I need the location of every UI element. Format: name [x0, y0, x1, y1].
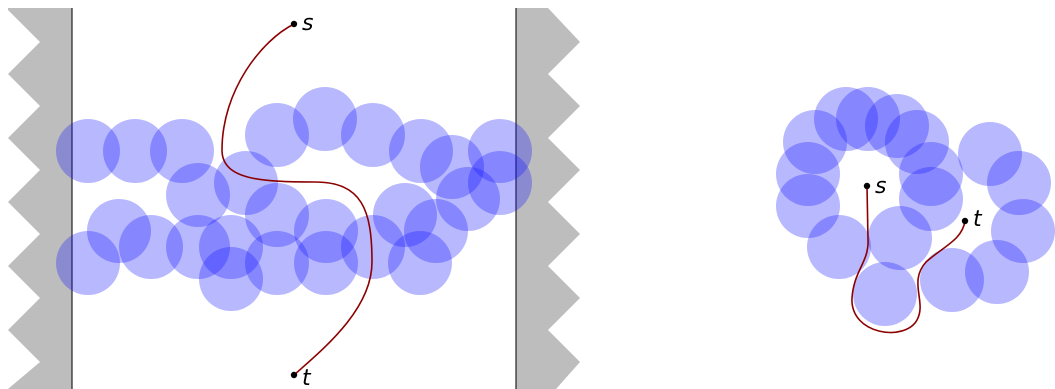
disk: [245, 183, 309, 247]
disk: [468, 151, 532, 215]
disk: [991, 199, 1055, 263]
disk: [853, 262, 917, 326]
right-end-point: [961, 217, 969, 225]
disk: [868, 206, 932, 270]
disk: [420, 135, 484, 199]
disk: [245, 231, 309, 295]
disk: [341, 103, 405, 167]
disk: [150, 119, 214, 183]
disk: [899, 167, 963, 231]
disk: [87, 199, 151, 263]
disk: [56, 231, 120, 295]
disk: [199, 247, 263, 311]
disk: [214, 151, 278, 215]
disk: [199, 215, 263, 279]
disk: [119, 215, 183, 279]
disk: [836, 87, 900, 151]
left-start-point: [290, 20, 298, 28]
disk: [293, 87, 357, 151]
disk: [373, 183, 437, 247]
left-disks: [56, 87, 532, 311]
left-wall: [8, 8, 73, 389]
disk: [776, 142, 840, 206]
disk: [404, 199, 468, 263]
right-start-label: s: [875, 174, 886, 199]
right-path: [851, 185, 966, 334]
right-end-label: t: [973, 207, 983, 232]
disk: [807, 215, 871, 279]
disk: [389, 119, 453, 183]
disk: [388, 231, 452, 295]
disk: [865, 94, 929, 158]
disk: [814, 87, 878, 151]
left-path: [221, 23, 373, 376]
disk: [56, 119, 120, 183]
disk: [103, 119, 167, 183]
disk: [468, 119, 532, 183]
disk: [245, 103, 309, 167]
right-wall: [515, 8, 580, 389]
disk: [776, 174, 840, 238]
disk: [341, 215, 405, 279]
disk: [920, 248, 984, 312]
disk: [899, 142, 963, 206]
disk: [294, 199, 358, 263]
disk: [783, 110, 847, 174]
right-panel: s t: [776, 87, 1055, 334]
disk: [987, 151, 1051, 215]
disk: [294, 231, 358, 295]
right-start-point: [863, 182, 871, 190]
right-disks: [776, 87, 1055, 326]
disk: [166, 215, 230, 279]
left-wall-sawtooth: [8, 8, 72, 389]
left-end-point: [290, 371, 298, 379]
disk: [958, 122, 1022, 186]
disk: [885, 110, 949, 174]
disk: [965, 240, 1029, 304]
left-panel: s t: [8, 8, 580, 389]
right-wall-sawtooth: [516, 8, 580, 389]
disk: [436, 167, 500, 231]
left-end-label: t: [302, 366, 312, 389]
disk: [166, 163, 230, 227]
left-start-label: s: [302, 11, 313, 36]
